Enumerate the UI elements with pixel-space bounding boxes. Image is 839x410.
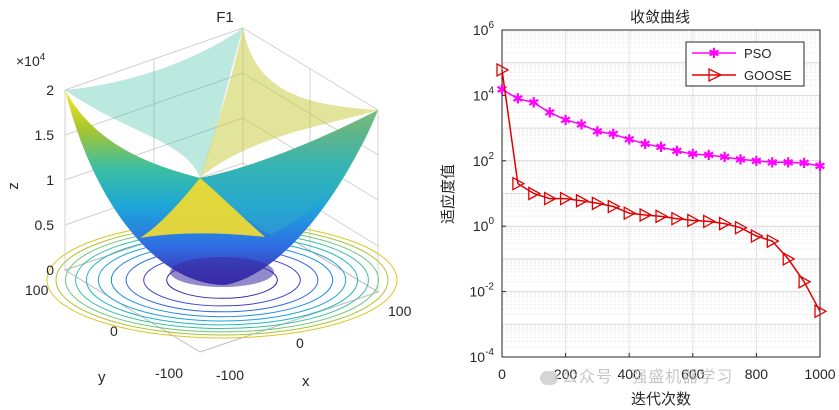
convergence-x-label: 迭代次数 [631, 390, 691, 408]
data-point-goose [782, 251, 796, 266]
y-tick-label: 10-4 [470, 347, 495, 365]
data-point-goose [671, 211, 685, 226]
data-point-goose [766, 234, 780, 249]
convergence-plot: 收敛曲线 0 200 400 600 800 1000 10-4 10-2 100 102 104… [439, 8, 836, 408]
log-gridlines [501, 30, 821, 358]
x-axis-label: x [302, 373, 310, 390]
paraboloid-surface [65, 28, 378, 287]
data-point-goose [734, 220, 748, 235]
z-tick-label: 2 [46, 82, 54, 98]
data-point-pso: ✱ [751, 153, 763, 169]
surface-title: F1 [216, 9, 234, 26]
y-tick-label: 104 [473, 85, 495, 103]
data-point-goose [798, 274, 812, 289]
data-point-goose [655, 209, 669, 224]
data-point-goose [559, 191, 573, 206]
y-tick-neg100: -100 [155, 365, 183, 381]
data-point-pso: ✱ [719, 149, 731, 165]
legend-goose-marker [708, 67, 723, 83]
x-tick-label: 0 [498, 366, 506, 382]
data-point-pso: ✱ [544, 104, 556, 120]
data-point-pso: ✱ [607, 126, 619, 142]
data-point-goose [544, 191, 558, 206]
data-point-goose [750, 228, 764, 244]
watermark: 公众号 · 强盛机器学习 [540, 363, 733, 387]
series-line-pso [501, 88, 821, 167]
z-tick-label: 0 [46, 262, 54, 278]
data-point-pso: ✱ [798, 155, 810, 171]
y-tick-label: 100 [473, 216, 495, 234]
data-point-pso: ✱ [560, 112, 572, 128]
data-point-goose [528, 186, 542, 201]
wechat-icon [540, 370, 558, 385]
plot-frame [501, 29, 821, 358]
z-tick-label: 1.5 [35, 127, 55, 143]
data-point-pso: ✱ [735, 151, 747, 167]
x-tick-label: 600 [681, 366, 705, 382]
legend-pso-marker: ✱ [708, 45, 720, 61]
data-point-pso: ✱ [766, 154, 778, 170]
data-point-pso: ✱ [655, 139, 667, 155]
data-point-goose [607, 199, 621, 214]
data-point-pso: ✱ [687, 146, 699, 162]
series-lines: ✱✱ ✱✱ ✱ ✱ ✱ ✱ ✱ ✱ ✱ ✱ ✱ ✱ ✱ ✱ ✱ ✱ ✱ ✱ ✱ [496, 62, 828, 319]
data-point-pso: ✱ [639, 136, 651, 152]
data-point-goose [591, 196, 605, 211]
data-point-pso: ✱ [671, 143, 683, 159]
x-tick-label: 1000 [804, 366, 835, 382]
y-tick-label: 106 [473, 20, 495, 38]
z-tick-label: 1 [46, 172, 54, 188]
x-tick-neg100: -100 [216, 367, 244, 383]
data-point-pso: ✱ [623, 131, 635, 147]
data-point-goose [703, 214, 717, 229]
data-point-goose [639, 207, 653, 223]
data-point-goose [718, 216, 732, 231]
legend: ✱ PSO GOOSE [685, 41, 805, 87]
y-axis-label: y [98, 369, 106, 386]
legend-pso-label: PSO [744, 46, 771, 61]
data-point-goose [687, 213, 701, 228]
x-tick-label: 200 [554, 366, 578, 382]
x-tick-0: 0 [296, 335, 304, 351]
z-exponent: ×104 [16, 52, 46, 69]
convergence-y-label: 适应度值 [439, 164, 457, 224]
legend-goose-label: GOOSE [744, 68, 792, 83]
x-tick-label: 400 [618, 366, 642, 382]
data-point-pso: ✱ [782, 154, 794, 170]
data-point-goose [496, 62, 510, 78]
x-tick-label: 800 [745, 366, 769, 382]
convergence-title: 收敛曲线 [630, 8, 690, 26]
data-point-pso: ✱ [576, 116, 588, 132]
surface-plot: F1 [5, 9, 412, 390]
data-point-pso: ✱ [528, 95, 540, 111]
z-tick-label: 0.5 [35, 217, 55, 233]
z-axis-label: z [5, 182, 22, 190]
data-point-pso: ✱ [592, 123, 604, 139]
data-point-pso: ✱ [512, 91, 524, 107]
data-point-pso: ✱ [814, 158, 826, 174]
data-point-pso: ✱ [496, 82, 508, 98]
data-point-goose [575, 193, 589, 208]
data-point-pso: ✱ [703, 147, 715, 163]
y-tick-0: 0 [110, 323, 118, 339]
y-tick-label: 102 [473, 151, 495, 169]
x-axis-ticks: 0 200 400 600 800 1000 [498, 353, 836, 382]
data-point-goose [623, 206, 637, 221]
y-tick-100: 100 [25, 282, 49, 298]
z-axis-ticks: 0 0.5 1 1.5 2 [35, 82, 55, 278]
y-tick-label: 10-2 [470, 282, 495, 300]
x-tick-100: 100 [388, 303, 412, 319]
watermark-text: 公众号 · 强盛机器学习 [562, 367, 734, 386]
data-point-goose [512, 176, 526, 191]
y-axis-ticks: 10-4 10-2 100 102 104 106 [470, 20, 506, 365]
data-point-goose [814, 304, 828, 319]
